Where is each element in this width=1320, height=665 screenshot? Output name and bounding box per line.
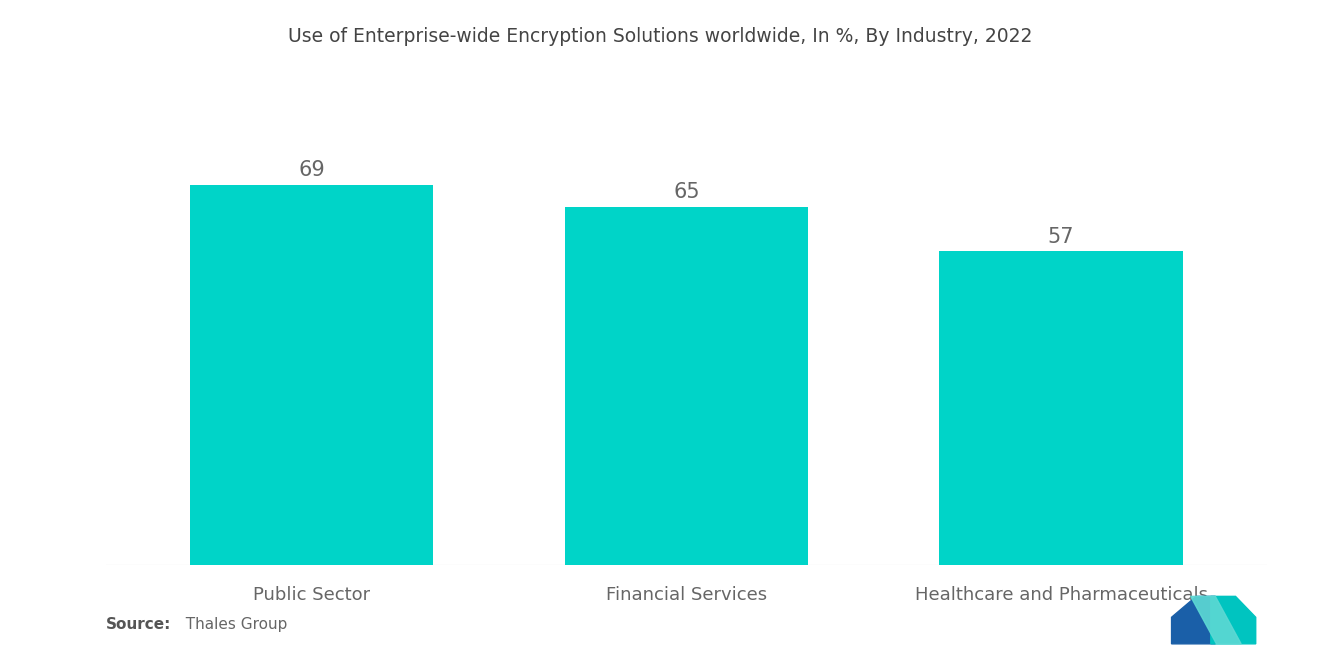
Polygon shape — [1172, 597, 1216, 644]
Bar — [565, 207, 808, 565]
Bar — [940, 251, 1183, 565]
Polygon shape — [1191, 597, 1241, 644]
Text: Source:: Source: — [106, 616, 172, 632]
Text: 57: 57 — [1048, 227, 1074, 247]
Text: 65: 65 — [673, 182, 700, 202]
Text: Use of Enterprise-wide Encryption Solutions worldwide, In %, By Industry, 2022: Use of Enterprise-wide Encryption Soluti… — [288, 27, 1032, 46]
Text: 69: 69 — [298, 160, 325, 180]
Bar — [190, 185, 433, 565]
Polygon shape — [1210, 597, 1255, 644]
Text: Thales Group: Thales Group — [176, 616, 286, 632]
